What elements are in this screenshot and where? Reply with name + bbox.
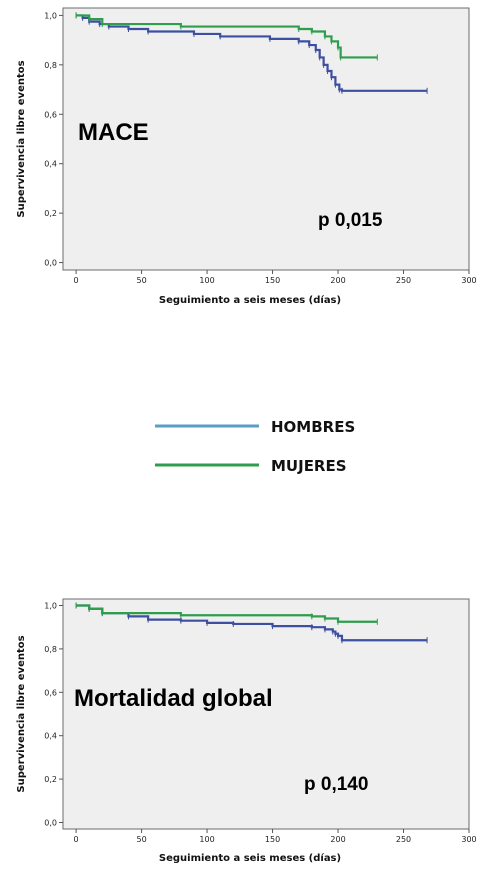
mortality-chart: 0,0 0,2 0,4 0,6 0,8 1,0 0 50 100 150 200 250 300 Segu…	[16, 598, 477, 864]
x-tick-label: 150	[265, 835, 280, 844]
y-tick-label: 1,0	[44, 11, 57, 20]
x-tick-label: 250	[396, 276, 411, 285]
x-tick-label: 300	[461, 835, 476, 844]
y-tick-label: 0,2	[44, 775, 57, 784]
x-axis-label: Seguimiento a seis meses (días)	[159, 294, 341, 306]
legend: HOMBRES MUJERES	[155, 418, 355, 475]
y-tick-label: 0,8	[44, 645, 57, 654]
chart-annotation: MACE	[78, 119, 149, 146]
y-tick-label: 0,8	[44, 61, 57, 70]
chart-annotation: Mortalidad global	[74, 685, 273, 712]
y-axis-label: Supervivencia libre eventos	[16, 635, 27, 792]
x-axis-label: Seguimiento a seis meses (días)	[159, 852, 341, 864]
plot-area	[62, 598, 470, 830]
y-tick-label: 0,4	[44, 160, 57, 169]
x-tick-label: 50	[136, 835, 146, 844]
x-tick-label: 100	[199, 835, 214, 844]
y-tick-label: 0,0	[44, 818, 57, 827]
x-tick-label: 250	[396, 835, 411, 844]
p-value-label: p 0,015	[318, 210, 383, 231]
x-tick-label: 0	[74, 276, 79, 285]
y-tick-label: 1,0	[44, 602, 57, 611]
y-tick-label: 0,4	[44, 732, 57, 741]
legend-label-mujeres: MUJERES	[271, 457, 347, 475]
x-tick-label: 50	[136, 276, 146, 285]
plot-area	[62, 7, 470, 271]
y-tick-label: 0,6	[44, 110, 57, 119]
x-tick-label: 200	[330, 835, 345, 844]
legend-label-hombres: HOMBRES	[271, 418, 355, 436]
y-tick-label: 0,2	[44, 209, 57, 218]
y-axis-label: Supervivencia libre eventos	[16, 60, 27, 217]
x-tick-label: 300	[461, 276, 476, 285]
y-tick-label: 0,0	[44, 259, 57, 268]
series-line-mujeres	[76, 604, 378, 623]
x-tick-label: 100	[199, 276, 214, 285]
x-tick-label: 200	[330, 276, 345, 285]
x-tick-label: 0	[74, 835, 79, 844]
mace-chart: 0,0 0,2 0,4 0,6 0,8 1,0 0 50 100 150 200 250 300 Segu…	[16, 7, 477, 306]
x-tick-label: 150	[265, 276, 280, 285]
y-tick-label: 0,6	[44, 688, 57, 697]
p-value-label: p 0,140	[304, 774, 368, 795]
